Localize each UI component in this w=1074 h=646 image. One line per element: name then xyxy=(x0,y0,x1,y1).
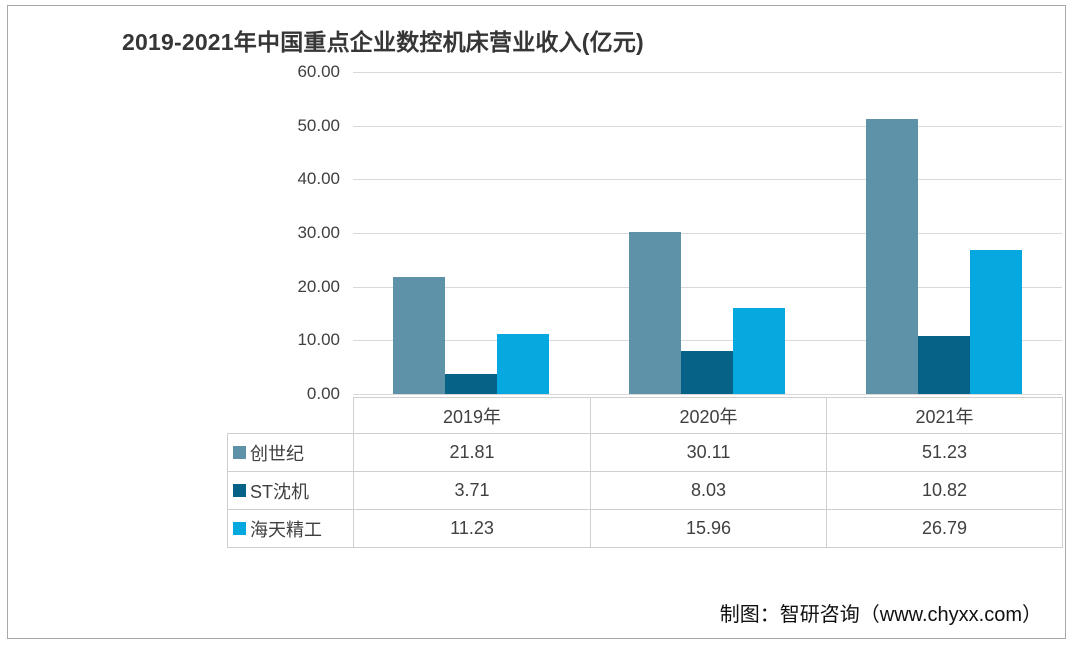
value-cell: 51.23 xyxy=(826,433,1063,472)
series-name-label: ST沈机 xyxy=(250,481,310,502)
chart-title: 2019-2021年中国重点企业数控机床营业收入(亿元) xyxy=(122,29,644,55)
bar-series1-cat2 xyxy=(629,232,682,394)
y-axis-tick-labels: 0.00 10.00 20.00 30.00 40.00 50.00 60.00 xyxy=(250,62,340,403)
y-axis-tick-label: 60.00 xyxy=(297,62,340,81)
gridline xyxy=(353,340,1062,342)
bar-series3-cat3 xyxy=(969,250,1022,394)
bar-group-cat1 xyxy=(353,72,589,394)
chart-plot-area xyxy=(353,72,1062,395)
bar-series3-cat2 xyxy=(733,308,786,394)
table-header-cell: 2021年 xyxy=(826,397,1063,434)
y-axis-tick-label: 20.00 xyxy=(297,276,340,296)
value-cell: 11.23 xyxy=(353,509,591,548)
y-axis-tick-label: 0.00 xyxy=(306,384,340,403)
table-row-series3: 海天精工 11.23 15.96 26.79 xyxy=(227,509,1063,548)
table-corner-blank-cell xyxy=(228,398,354,434)
value-cell: 3.71 xyxy=(353,471,591,510)
table-header-cell: 2019年 xyxy=(353,397,591,434)
table-row-series1: 创世纪 21.81 30.11 51.23 xyxy=(227,433,1063,472)
legend-swatch-icon xyxy=(233,522,246,535)
gridline xyxy=(353,125,1062,127)
legend-swatch-icon xyxy=(233,484,246,497)
gridline xyxy=(353,179,1062,181)
table-header-cell: 2020年 xyxy=(590,397,827,434)
bar-series1-cat3 xyxy=(865,119,918,394)
bar-series2-cat2 xyxy=(681,350,734,394)
bar-groups xyxy=(353,72,1062,394)
y-axis-tick-label: 10.00 xyxy=(297,330,340,350)
bar-series1-cat1 xyxy=(393,276,446,394)
table-row-series2: ST沈机 3.71 8.03 10.82 xyxy=(227,471,1063,510)
gridline xyxy=(353,233,1062,234)
value-cell: 21.81 xyxy=(353,433,591,472)
y-axis-tick-label: 30.00 xyxy=(297,223,340,242)
value-cell: 10.82 xyxy=(826,471,1063,510)
table-header-row: 2019年 2020年 2021年 xyxy=(228,397,1063,434)
bar-group-cat2 xyxy=(589,72,825,394)
series-name-label: 海天精工 xyxy=(250,519,322,540)
bar-series2-cat3 xyxy=(917,335,970,394)
source-credit: 制图：智研咨询（www.chyxx.com） xyxy=(719,604,1042,626)
value-cell: 15.96 xyxy=(590,509,827,548)
data-table: 2019年 2020年 2021年创世纪 21.81 30.11 51.23 ST沈机 3.7… xyxy=(227,397,1063,548)
gridline xyxy=(353,394,1062,395)
y-axis-tick-label: 40.00 xyxy=(297,169,340,189)
legend-cell: 海天精工 xyxy=(227,509,354,548)
gridline xyxy=(353,72,1062,73)
series-name-label: 创世纪 xyxy=(250,443,304,464)
bar-series2-cat1 xyxy=(445,374,498,394)
gridline xyxy=(353,286,1062,288)
data-table-body: 2019年 2020年 2021年创世纪 21.81 30.11 51.23 ST沈机 3.7… xyxy=(227,397,1063,548)
value-cell: 30.11 xyxy=(590,433,827,472)
value-cell: 26.79 xyxy=(826,509,1063,548)
bar-series3-cat1 xyxy=(497,333,550,394)
bar-group-cat3 xyxy=(826,72,1062,394)
legend-cell: 创世纪 xyxy=(227,433,354,472)
legend-cell: ST沈机 xyxy=(227,471,354,510)
legend-swatch-icon xyxy=(233,446,246,459)
value-cell: 8.03 xyxy=(590,471,827,510)
y-axis-tick-label: 50.00 xyxy=(297,115,340,135)
